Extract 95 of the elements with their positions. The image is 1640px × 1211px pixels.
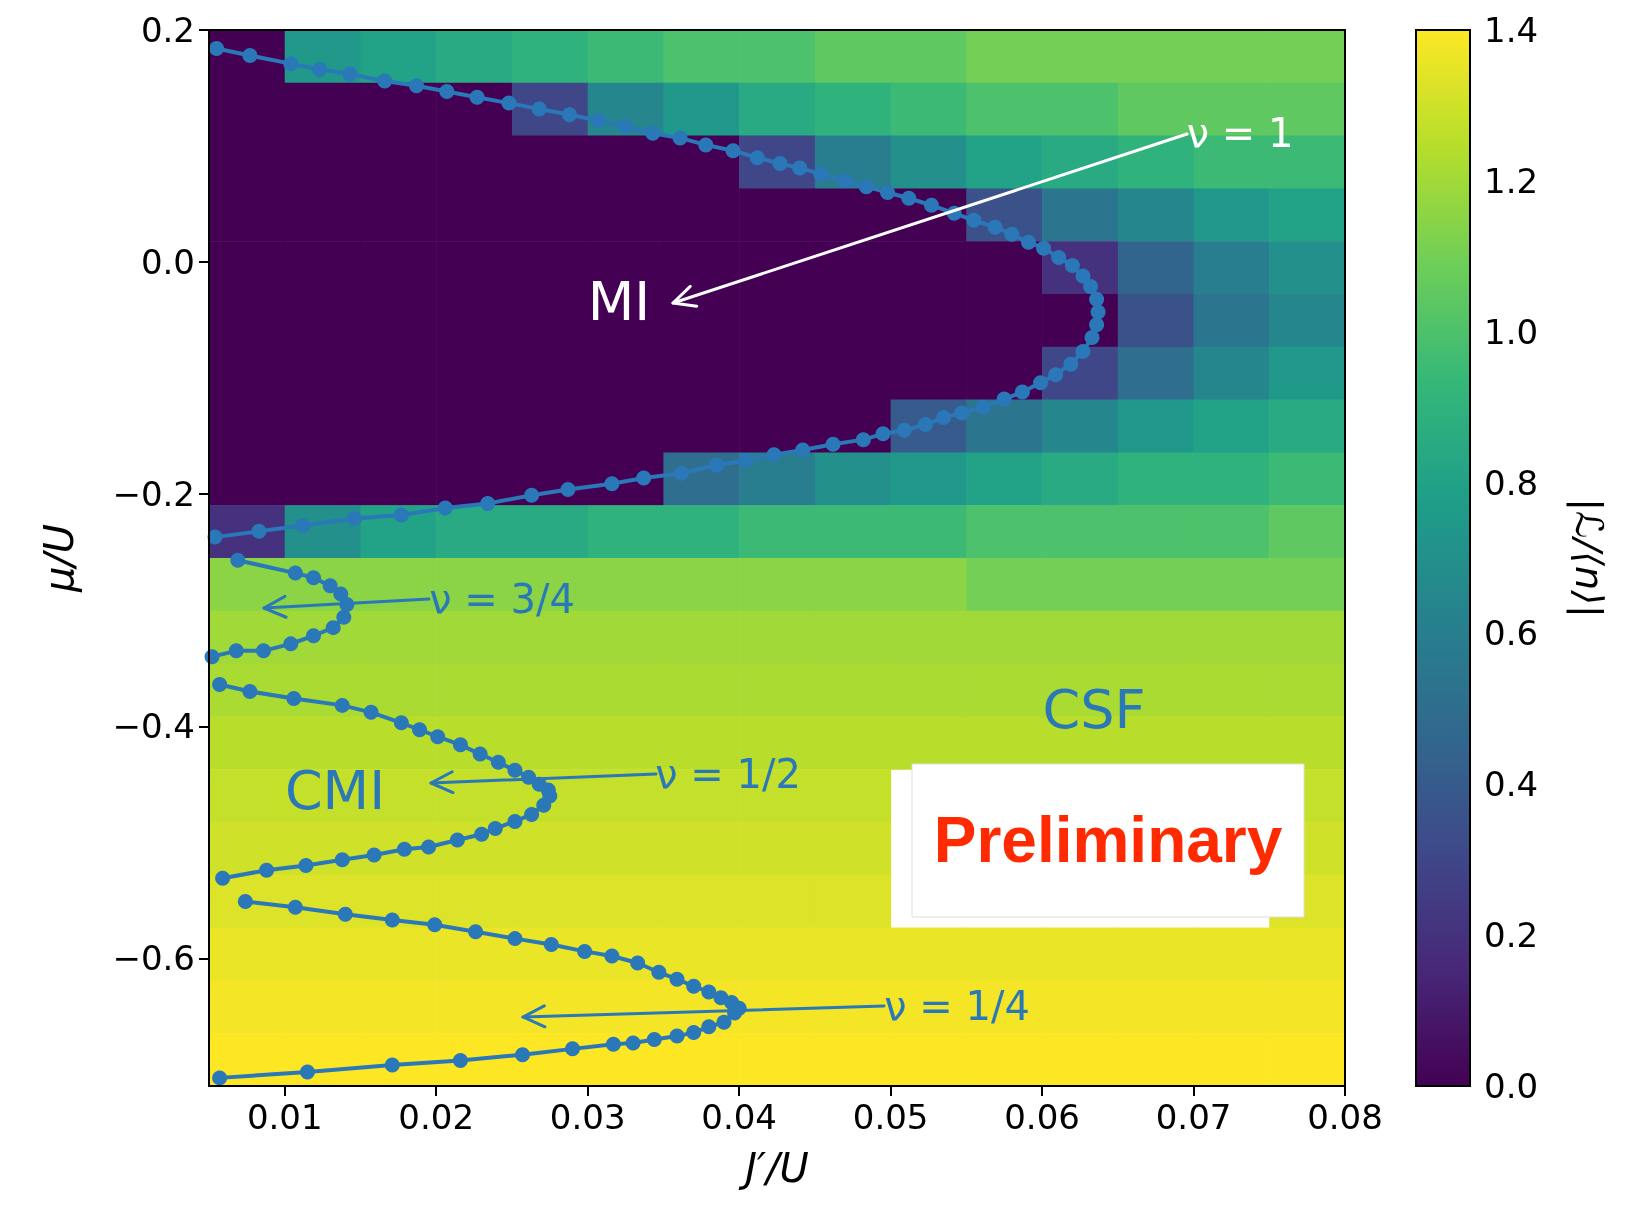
point xyxy=(507,931,523,947)
point xyxy=(259,862,275,878)
point xyxy=(452,737,468,753)
point xyxy=(212,676,228,692)
point xyxy=(286,690,302,706)
point xyxy=(536,797,552,813)
x-tick-label: 0.01 xyxy=(246,1097,323,1137)
x-axis-title: J′/U xyxy=(738,1145,809,1191)
point xyxy=(646,1032,662,1048)
point xyxy=(452,1052,468,1068)
point xyxy=(325,620,341,636)
point xyxy=(701,1019,717,1035)
point xyxy=(430,729,446,745)
point xyxy=(543,936,559,952)
point xyxy=(487,820,503,836)
point xyxy=(287,565,303,581)
annotation: ν = 3/4 xyxy=(429,576,575,622)
annotation: CSF xyxy=(1042,677,1146,741)
point xyxy=(256,643,272,659)
point xyxy=(298,858,314,874)
y-tick-label: −0.2 xyxy=(112,474,195,515)
point xyxy=(336,609,352,625)
point xyxy=(287,899,303,915)
annotation: MI xyxy=(587,269,651,333)
point xyxy=(384,1057,400,1073)
point xyxy=(474,826,490,842)
point xyxy=(322,578,338,594)
point xyxy=(215,870,231,886)
point xyxy=(472,746,488,762)
point xyxy=(334,852,350,868)
x-tick-label: 0.06 xyxy=(1004,1097,1080,1137)
x-tick-label: 0.08 xyxy=(1307,1097,1383,1137)
point xyxy=(604,948,620,964)
point xyxy=(393,715,409,731)
point xyxy=(630,955,646,971)
x-tick-label: 0.02 xyxy=(398,1097,475,1137)
point xyxy=(334,697,350,713)
point xyxy=(625,1035,641,1051)
point xyxy=(669,971,685,987)
point xyxy=(507,762,523,778)
point xyxy=(299,1064,315,1080)
x-tick-label: 0.04 xyxy=(701,1097,777,1137)
point xyxy=(686,978,702,994)
x-tick-label: 0.07 xyxy=(1155,1097,1232,1137)
color-bar-title: |ℒ/⟨n⟩| xyxy=(1566,498,1611,618)
point xyxy=(669,1028,685,1044)
x-tick-label: 0.05 xyxy=(852,1097,929,1137)
annotation: ν = 1/4 xyxy=(884,983,1030,1029)
point xyxy=(337,906,353,922)
color-bar-label: 1.0 xyxy=(1484,311,1539,352)
point xyxy=(237,893,253,909)
annotation: ν = 1/2 xyxy=(655,751,801,797)
point xyxy=(716,1014,732,1030)
color-bar-label: 1.4 xyxy=(1484,10,1539,50)
point xyxy=(228,643,244,659)
color-bar-label: 0.0 xyxy=(1484,1066,1539,1106)
color-bar-label: 0.2 xyxy=(1484,915,1539,956)
point xyxy=(577,943,593,959)
color-bar-label: 0.8 xyxy=(1484,462,1539,503)
y-tick-label: 0.2 xyxy=(140,10,195,50)
point xyxy=(524,806,540,822)
point xyxy=(212,1070,228,1086)
y-tick-label: −0.4 xyxy=(112,706,195,747)
annotation: CMI xyxy=(284,758,386,822)
point xyxy=(306,570,322,586)
y-axis-title: μ/U xyxy=(36,523,82,594)
point xyxy=(468,924,484,940)
point xyxy=(306,628,322,644)
point xyxy=(412,722,428,738)
annotation: ν = 1 xyxy=(1186,110,1294,156)
point xyxy=(427,917,443,933)
point xyxy=(490,754,506,770)
point xyxy=(363,704,379,720)
point xyxy=(565,1041,581,1057)
point xyxy=(701,984,717,1000)
point xyxy=(515,1047,531,1063)
point xyxy=(230,552,246,568)
color-bar-label: 1.2 xyxy=(1484,160,1539,201)
y-tick-label: 0.0 xyxy=(140,242,195,283)
point xyxy=(396,841,412,857)
point xyxy=(366,847,382,863)
point xyxy=(507,813,523,829)
point xyxy=(651,964,667,980)
point xyxy=(686,1025,702,1041)
y-tick-label: −0.6 xyxy=(112,938,195,979)
color-bar-label: 0.4 xyxy=(1484,764,1539,805)
point xyxy=(283,636,299,652)
color-bar-label: 0.6 xyxy=(1484,613,1539,654)
annotation: Preliminary xyxy=(933,804,1283,876)
x-tick-label: 0.03 xyxy=(549,1097,626,1137)
point xyxy=(605,1036,621,1052)
point xyxy=(242,683,258,699)
point xyxy=(384,912,400,928)
point xyxy=(449,832,465,848)
point xyxy=(421,839,437,855)
